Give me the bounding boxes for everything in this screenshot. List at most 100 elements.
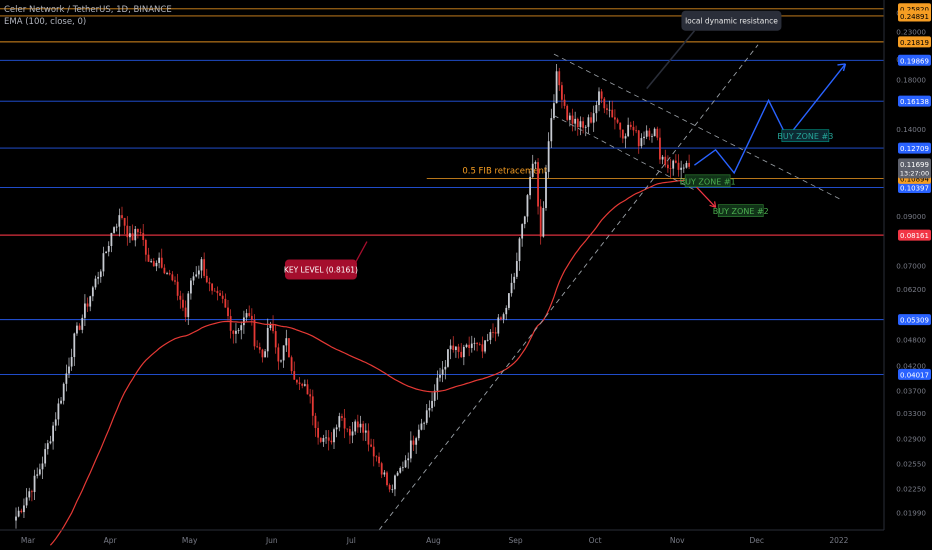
candle-body: [351, 431, 354, 436]
candle-body: [566, 105, 569, 120]
candle-body: [314, 415, 317, 428]
candle-body: [155, 262, 158, 267]
candle-body: [266, 328, 269, 352]
candle-body: [619, 122, 622, 130]
candle-body: [213, 290, 216, 292]
candle-body: [309, 394, 312, 397]
candle-body: [319, 437, 322, 442]
candle-body: [563, 99, 566, 106]
candle-body: [182, 299, 184, 308]
candle-body: [523, 216, 526, 225]
candle-body: [447, 349, 449, 367]
candle-body: [147, 254, 150, 262]
candle-body: [110, 232, 113, 246]
candle-body: [664, 156, 667, 165]
time-axis[interactable]: Mar Apr May Jun Jul Aug Sep Oct Nov Dec 2022: [0, 529, 884, 545]
candle-body: [370, 444, 372, 447]
candle-body: [669, 168, 672, 169]
candle-body: [20, 510, 23, 513]
candle-body: [171, 274, 174, 281]
price-tick-label: 0.03300: [896, 409, 926, 418]
candle-body: [243, 317, 245, 326]
level-price-tag-text: 0.04017: [900, 371, 929, 379]
candle-body: [86, 303, 89, 307]
candle-body: [118, 215, 121, 227]
price-tick-label: 0.06200: [896, 285, 926, 294]
candle-body: [412, 440, 415, 445]
candle-body: [441, 369, 444, 375]
price-axis[interactable]: 0.253380.230000.200000.180000.140000.090…: [883, 0, 931, 530]
level-price-tag-text: 0.21819: [900, 39, 929, 47]
price-tick-label: 0.01990: [896, 508, 926, 517]
candle-body: [624, 136, 627, 139]
candle-body: [73, 333, 76, 358]
resistance-pointer: [646, 30, 696, 90]
candle-body: [190, 280, 192, 294]
fib-price-tag-text: 0.10894: [900, 175, 929, 183]
candle-body: [462, 346, 465, 358]
candle-body: [394, 475, 396, 490]
price-tick-label: 0.14000: [896, 125, 926, 134]
candle-body: [303, 384, 306, 386]
candle-body: [534, 162, 537, 164]
candle-body: [653, 128, 656, 137]
candle-body: [227, 307, 229, 317]
candle-body: [508, 293, 510, 308]
candle-body: [383, 472, 386, 475]
candle-body: [648, 130, 651, 137]
buy-zone-3-box: [781, 129, 830, 143]
candle-body: [115, 226, 118, 228]
candle-body: [449, 345, 452, 350]
candle-body: [94, 278, 97, 288]
candle-body: [404, 460, 407, 468]
candle-body: [349, 429, 351, 436]
candle-body: [584, 126, 587, 128]
candle-body: [645, 130, 648, 137]
level-price-tag: [898, 54, 931, 66]
candle-body: [611, 109, 614, 118]
candle-body: [235, 330, 237, 334]
candle-body: [341, 416, 343, 418]
candle-body: [539, 206, 542, 237]
candle-body: [561, 85, 563, 100]
time-tick-label: Nov: [670, 536, 685, 545]
candle-body: [489, 332, 492, 340]
candle-body: [121, 215, 123, 218]
candle-body: [688, 162, 690, 167]
last-price-tag: [898, 158, 931, 179]
candle-body: [221, 295, 224, 299]
candle-body: [28, 491, 31, 498]
candle-body: [250, 315, 253, 320]
time-tick-label: Mar: [21, 536, 36, 545]
candle-body: [553, 103, 555, 119]
candle-body: [163, 267, 166, 274]
level-price-tag: [898, 95, 931, 107]
indicator-label: EMA (100, close, 0): [4, 17, 87, 27]
buy-zone-1-box: [684, 174, 731, 188]
candle-body: [542, 207, 545, 237]
candle-body: [25, 497, 28, 506]
candle-body: [301, 383, 304, 386]
candle-body: [232, 330, 235, 334]
candle-body: [264, 351, 266, 358]
candle-body: [335, 427, 338, 430]
candle-body: [502, 314, 505, 320]
candle-body: [470, 343, 473, 348]
level-price-tag-text: 0.12709: [900, 145, 929, 153]
candle-body: [484, 340, 486, 352]
projected-arrowhead: [837, 63, 847, 72]
candle-body: [184, 307, 187, 318]
candle-body: [139, 232, 142, 234]
ema-polyline: [49, 179, 690, 546]
candle-body: [547, 141, 550, 172]
candle-body: [219, 293, 221, 296]
candle-body: [627, 124, 630, 137]
candle-body: [203, 259, 206, 276]
key-level-pointer: [354, 241, 368, 264]
candle-body: [311, 396, 314, 416]
candle-body: [396, 472, 399, 476]
candle-body: [197, 270, 200, 275]
candle-body: [158, 257, 160, 263]
candle-body: [614, 117, 616, 120]
